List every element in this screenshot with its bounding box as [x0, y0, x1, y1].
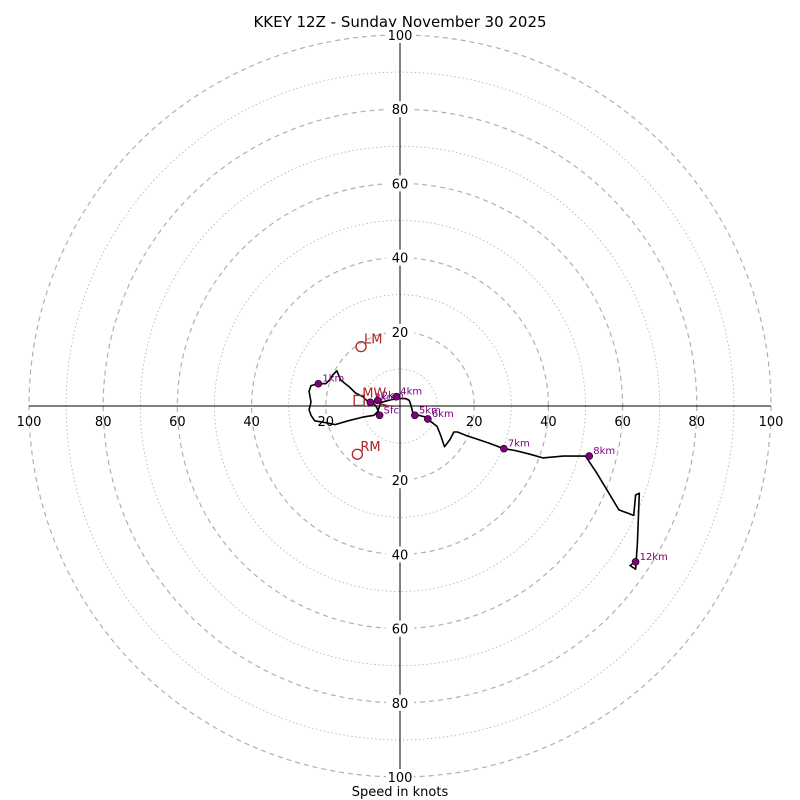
x-tick-label: 60	[169, 415, 186, 430]
x-tick-label: 40	[243, 415, 260, 430]
storm-motion-marker	[351, 448, 363, 460]
height-marker-label: 1km	[322, 374, 344, 385]
height-marker	[500, 444, 508, 453]
hodograph-trace-group	[308, 369, 641, 571]
axes	[29, 35, 771, 777]
y-tick-label: 80	[392, 103, 409, 118]
height-marker-label: 5km	[419, 405, 441, 416]
y-tick-label-bg	[386, 620, 414, 637]
height-marker-label: 12km	[640, 552, 668, 563]
storm-motion-label: LM	[364, 333, 382, 348]
y-tick-label: 60	[392, 177, 409, 192]
height-marker	[366, 398, 375, 407]
y-tick-label: 100	[388, 771, 413, 786]
height-marker	[585, 452, 594, 460]
x-tick-label: 40	[540, 415, 557, 430]
height-marker-label: Sfc	[384, 405, 399, 416]
x-tick-label: 80	[689, 415, 706, 430]
y-tick-label-bg	[386, 769, 414, 785]
y-tick-label-bg	[386, 27, 414, 43]
x-tick-label: 20	[466, 415, 483, 430]
y-tick-label: 20	[392, 326, 409, 341]
y-tick-label: 20	[392, 474, 409, 489]
height-marker	[373, 396, 382, 405]
chart-title: KKEY 12Z - Sunday November 30 2025	[253, 13, 546, 31]
y-tick-label: 60	[392, 623, 409, 638]
y-tick-label-bg	[386, 101, 414, 118]
y-tick-label-bg	[386, 472, 414, 489]
y-tick-label-bg	[386, 546, 414, 563]
height-markers: Sfc1km2km3km4km5km6km7km8km12km	[314, 374, 668, 566]
y-tick-label-bg	[386, 249, 414, 266]
height-marker-label: 7km	[508, 439, 530, 450]
x-axis-label: Speed in knots	[352, 785, 449, 800]
mean-wind-marker	[353, 394, 365, 407]
height-marker	[392, 392, 401, 401]
height-marker	[375, 411, 384, 420]
y-tick-label: 40	[392, 252, 409, 267]
x-tick-label: 100	[17, 415, 42, 430]
x-tick-label: 60	[614, 415, 631, 430]
x-tick-label: 80	[95, 415, 112, 430]
height-marker-label: 8km	[593, 446, 615, 457]
height-marker-label: 3km	[374, 392, 396, 403]
height-marker	[424, 415, 432, 423]
y-tick-label: 100	[388, 29, 413, 44]
tick-labels: 100 80 60 40 20 20 40 60 80 100100806040202040608…	[17, 27, 784, 786]
storm-motion-label: RM	[360, 440, 380, 455]
height-marker	[631, 558, 640, 566]
y-tick-label-bg	[386, 323, 414, 340]
height-marker	[314, 379, 323, 388]
height-marker-label: 6km	[432, 409, 454, 420]
height-marker-label: 4km	[400, 387, 422, 398]
x-tick-label: 100	[759, 415, 784, 430]
y-tick-label-bg	[386, 694, 414, 711]
hodograph-trace	[308, 369, 641, 571]
y-tick-label: 80	[392, 697, 409, 712]
height-marker	[411, 411, 419, 420]
storm-motion-marker	[355, 340, 367, 353]
y-tick-label: 40	[392, 548, 409, 563]
y-tick-label-bg	[386, 175, 414, 192]
